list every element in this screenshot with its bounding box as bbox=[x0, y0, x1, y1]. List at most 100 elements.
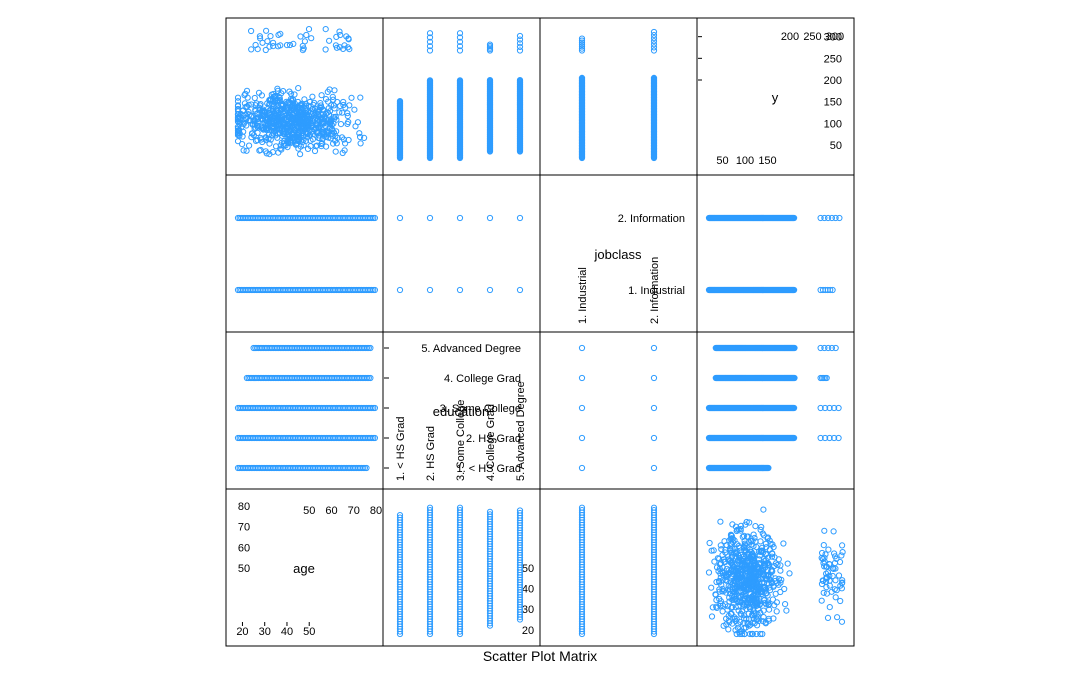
point-age-y bbox=[773, 608, 780, 615]
point-education-age bbox=[360, 464, 367, 472]
education-level-label: 2. HS Grad bbox=[425, 426, 437, 481]
point-age-y bbox=[780, 540, 787, 547]
point-age-y bbox=[732, 592, 739, 599]
point-education-jobclass bbox=[650, 464, 658, 472]
point-y-age bbox=[317, 100, 324, 107]
age-tick-label: 50 bbox=[522, 563, 534, 575]
point-age-y bbox=[765, 561, 772, 568]
point-age-education bbox=[396, 512, 404, 519]
age-tick-label: 70 bbox=[238, 522, 250, 534]
age-tick-label: 50 bbox=[238, 563, 250, 575]
point-age-y bbox=[772, 560, 780, 567]
point-jobclass-y bbox=[817, 214, 824, 222]
point-y-age bbox=[291, 91, 298, 98]
point-y-age bbox=[248, 46, 255, 53]
point-age-y bbox=[708, 613, 716, 620]
education-level-label: 4. College Grad bbox=[485, 404, 497, 481]
point-y-age bbox=[256, 147, 263, 154]
point-age-y bbox=[720, 622, 727, 629]
point-age-y bbox=[782, 601, 789, 608]
point-y-education bbox=[516, 32, 524, 40]
point-education-y bbox=[821, 344, 828, 352]
point-age-y bbox=[737, 582, 744, 589]
point-age-y bbox=[763, 590, 770, 597]
point-jobclass-y bbox=[825, 214, 832, 222]
point-age-education bbox=[456, 504, 464, 511]
point-age-y bbox=[755, 591, 762, 599]
point-age-y bbox=[821, 563, 828, 570]
point-age-y bbox=[749, 573, 756, 580]
point-age-y bbox=[725, 626, 732, 633]
point-education-y bbox=[826, 434, 833, 442]
age-tick-label: 60 bbox=[325, 505, 337, 517]
point-education-y bbox=[817, 434, 824, 442]
education-level-label: 5. Advanced Degree bbox=[515, 381, 527, 481]
point-age-y bbox=[820, 560, 827, 567]
point-y-age bbox=[277, 142, 284, 149]
age-tick-label: 60 bbox=[238, 542, 250, 554]
point-age-y bbox=[740, 556, 748, 563]
point-education-y bbox=[822, 404, 829, 412]
point-age-y bbox=[765, 615, 772, 622]
point-age-y bbox=[832, 553, 839, 560]
point-jobclass-education bbox=[426, 286, 434, 294]
jobclass-level-label: 1. Industrial bbox=[577, 267, 589, 324]
point-y-age bbox=[326, 37, 333, 44]
point-y-age bbox=[307, 137, 314, 144]
point-age-y bbox=[757, 630, 764, 638]
point-y-age bbox=[311, 147, 319, 155]
point-age-education bbox=[516, 509, 524, 517]
point-age-y bbox=[718, 546, 725, 553]
point-age-y bbox=[737, 522, 745, 530]
point-age-y bbox=[723, 542, 730, 549]
point-age-y bbox=[831, 550, 838, 557]
point-age-y bbox=[835, 572, 843, 579]
point-jobclass-y bbox=[827, 286, 834, 294]
y-tick-label: 150 bbox=[824, 97, 842, 109]
point-age-y bbox=[825, 546, 832, 553]
point-age-y bbox=[760, 506, 767, 513]
point-age-y bbox=[760, 556, 767, 563]
point-education-age bbox=[363, 464, 370, 472]
point-age-y bbox=[711, 558, 718, 565]
point-age-y bbox=[747, 566, 754, 573]
point-y-age bbox=[301, 38, 308, 45]
point-age-y bbox=[773, 580, 780, 587]
point-y-age bbox=[297, 151, 304, 158]
point-age-y bbox=[784, 560, 791, 567]
point-y-age bbox=[337, 121, 345, 128]
education-level-label: 5. Advanced Degree bbox=[421, 343, 521, 355]
point-age-y bbox=[716, 577, 723, 585]
point-age-y bbox=[732, 604, 739, 611]
point-age-y bbox=[774, 561, 781, 569]
point-education-jobclass bbox=[578, 464, 586, 472]
point-age-y bbox=[717, 542, 724, 549]
point-age-y bbox=[729, 561, 736, 568]
point-age-y bbox=[706, 539, 713, 547]
point-y-age bbox=[246, 142, 253, 149]
point-age-jobclass bbox=[578, 507, 586, 514]
y-tick-label: 200 bbox=[824, 75, 842, 87]
point-age-y bbox=[738, 611, 745, 618]
point-age-y bbox=[729, 603, 736, 611]
point-age-y bbox=[760, 607, 767, 614]
point-education-jobclass bbox=[578, 404, 586, 412]
point-y-age bbox=[354, 119, 361, 126]
point-age-jobclass bbox=[578, 504, 586, 511]
point-age-y bbox=[747, 621, 754, 628]
point-age-y bbox=[751, 559, 758, 566]
point-y-age bbox=[332, 148, 339, 155]
point-education-y bbox=[822, 434, 829, 442]
point-age-y bbox=[735, 557, 742, 564]
point-y-age bbox=[280, 88, 287, 95]
point-age-y bbox=[743, 615, 750, 623]
point-age-y bbox=[822, 551, 829, 558]
point-age-y bbox=[766, 562, 773, 569]
point-jobclass-education bbox=[516, 286, 524, 294]
point-age-y bbox=[749, 611, 756, 618]
point-age-y bbox=[723, 565, 731, 573]
age-tick-label: 30 bbox=[522, 604, 534, 616]
point-y-age bbox=[346, 102, 353, 109]
y-tick-label: 300 bbox=[824, 32, 842, 44]
